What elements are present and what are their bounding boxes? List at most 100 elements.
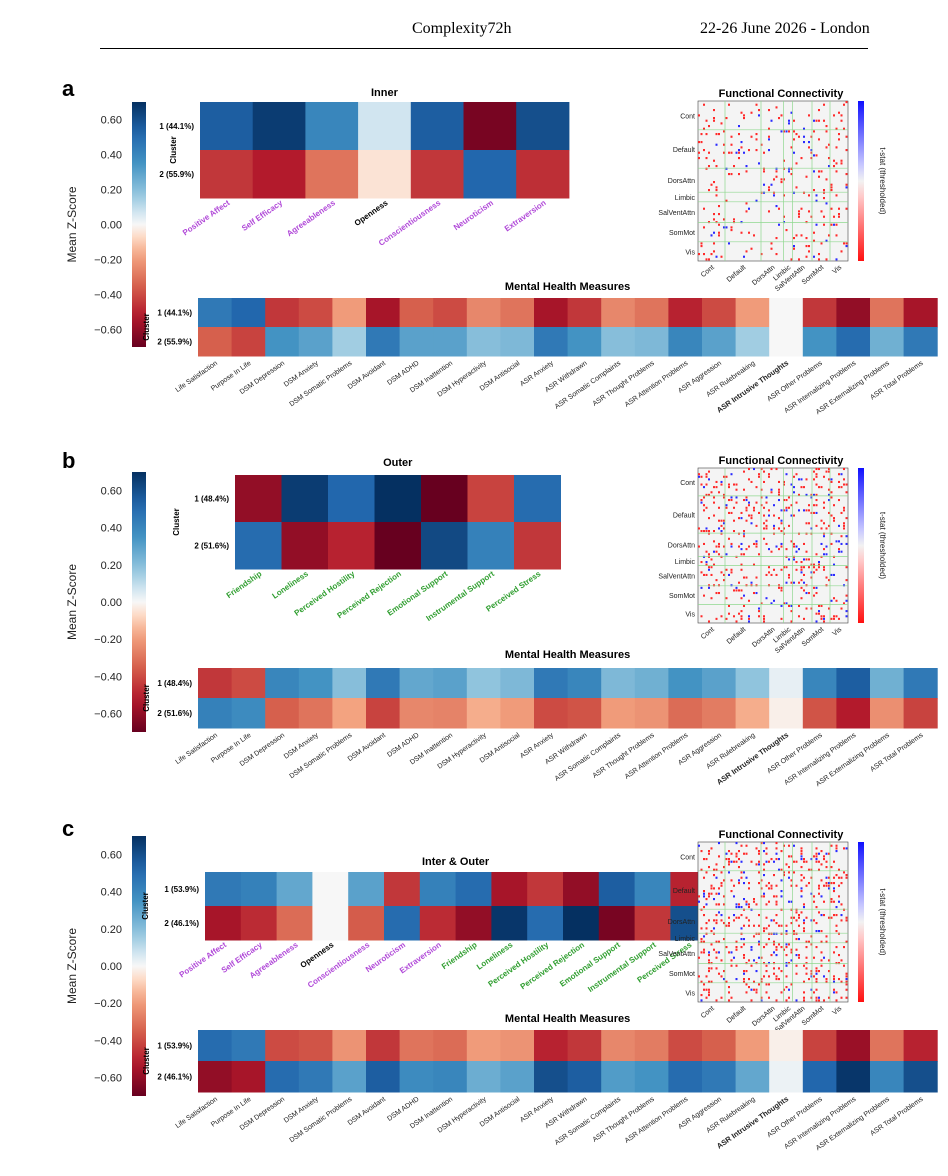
mh-cell [735, 327, 770, 357]
mh-cell [433, 698, 468, 729]
mh-cell [903, 1061, 938, 1093]
fc-cell [778, 207, 780, 210]
fc-cell [798, 210, 800, 213]
fc-cell [803, 980, 805, 983]
mh-cluster-label: Cluster [142, 1047, 151, 1075]
fc-cell [750, 111, 753, 114]
fc-cell [698, 141, 700, 144]
fc-cell [810, 151, 813, 154]
fc-cell [730, 996, 733, 999]
fc-cell [830, 207, 833, 210]
fc-cell [785, 943, 788, 946]
fc-cell [738, 517, 740, 520]
mh-cell [702, 668, 737, 699]
mh-cell [702, 698, 737, 729]
fc-cell [818, 884, 820, 887]
mh-cell [265, 698, 300, 729]
fc-cell [813, 594, 815, 597]
fc-network-label: Default [726, 626, 748, 646]
fc-cell [710, 253, 713, 256]
mh-cell [366, 698, 401, 729]
fc-cell [705, 133, 708, 136]
heatmap-cell [328, 475, 375, 523]
fc-cell [815, 504, 818, 507]
fc-cell [740, 231, 743, 234]
fc-cell [808, 114, 810, 117]
mh-cell [265, 1030, 300, 1062]
fc-cell [778, 491, 780, 494]
fc-title: Functional Connectivity [719, 88, 845, 100]
fc-cell [768, 975, 770, 978]
fc-cell [730, 473, 733, 476]
fc-cell [778, 548, 780, 551]
mh-title: Mental Health Measures [505, 281, 630, 293]
mh-cell [366, 327, 401, 357]
mh-column-label: DSM Somatic Problems [288, 732, 353, 781]
fc-cell [798, 938, 800, 941]
header-right: 22-26 June 2026 - London [700, 20, 870, 37]
fc-cell [835, 599, 838, 602]
mh-cell [366, 1061, 401, 1093]
fc-cell [765, 852, 768, 855]
fc-cell [743, 954, 745, 957]
fc-cell [843, 908, 845, 911]
trait-column-label: Agreeableness [285, 198, 337, 238]
fc-cell [785, 566, 788, 569]
fc-cell [705, 996, 708, 999]
fc-cell [785, 964, 788, 967]
fc-cell [733, 165, 735, 168]
fc-cell [715, 868, 718, 871]
fc-cell [698, 527, 700, 530]
fc-cell [840, 882, 843, 885]
fc-cell [778, 943, 780, 946]
fc-cell [703, 876, 705, 879]
fc-cell [830, 882, 833, 885]
mh-cell [298, 327, 333, 357]
fc-cell [810, 157, 813, 160]
fc-cell [780, 568, 783, 571]
fc-cell [793, 932, 795, 935]
fc-cell [813, 975, 815, 978]
fc-cell [738, 906, 740, 909]
fc-cell [773, 895, 775, 898]
fc-cell [758, 475, 760, 478]
fc-cell [740, 511, 743, 514]
fc-cell [813, 991, 815, 994]
fc-cell [843, 946, 845, 949]
fc-cell [703, 509, 705, 512]
fc-cell [805, 967, 808, 970]
fc-cell [800, 157, 803, 160]
fc-cell [775, 106, 778, 109]
fc-cell [793, 247, 795, 250]
fc-cell [763, 527, 765, 530]
fc-cell [833, 860, 835, 863]
fc-cell [700, 571, 703, 574]
fc-cell [703, 858, 705, 861]
fc-cell [795, 550, 798, 553]
fc-cell [795, 932, 798, 935]
fc-cell [735, 940, 738, 943]
fc-cell [765, 573, 768, 576]
fc-cell [743, 470, 745, 473]
fc-cell [773, 932, 775, 935]
fc-cell [798, 215, 800, 218]
fc-cell [790, 504, 793, 507]
fc-cell [830, 898, 833, 901]
fc-cell [788, 170, 790, 173]
fc-cell [700, 868, 703, 871]
fc-cell [773, 972, 775, 975]
fc-cell [738, 125, 740, 128]
fc-cell [703, 914, 705, 917]
fc-cell [715, 892, 718, 895]
fc-cell [725, 568, 728, 571]
fc-cell [773, 940, 775, 943]
fc-cell [740, 932, 743, 935]
fc-cell [700, 980, 703, 983]
fc-cell [835, 991, 838, 994]
cluster-axis-label: Cluster [141, 892, 150, 920]
fc-cell [810, 975, 813, 978]
fc-cell [790, 173, 793, 176]
fc-cell [755, 149, 758, 152]
mh-column-label: DSM Avoidant [347, 1096, 387, 1127]
fc-cell [760, 842, 763, 845]
